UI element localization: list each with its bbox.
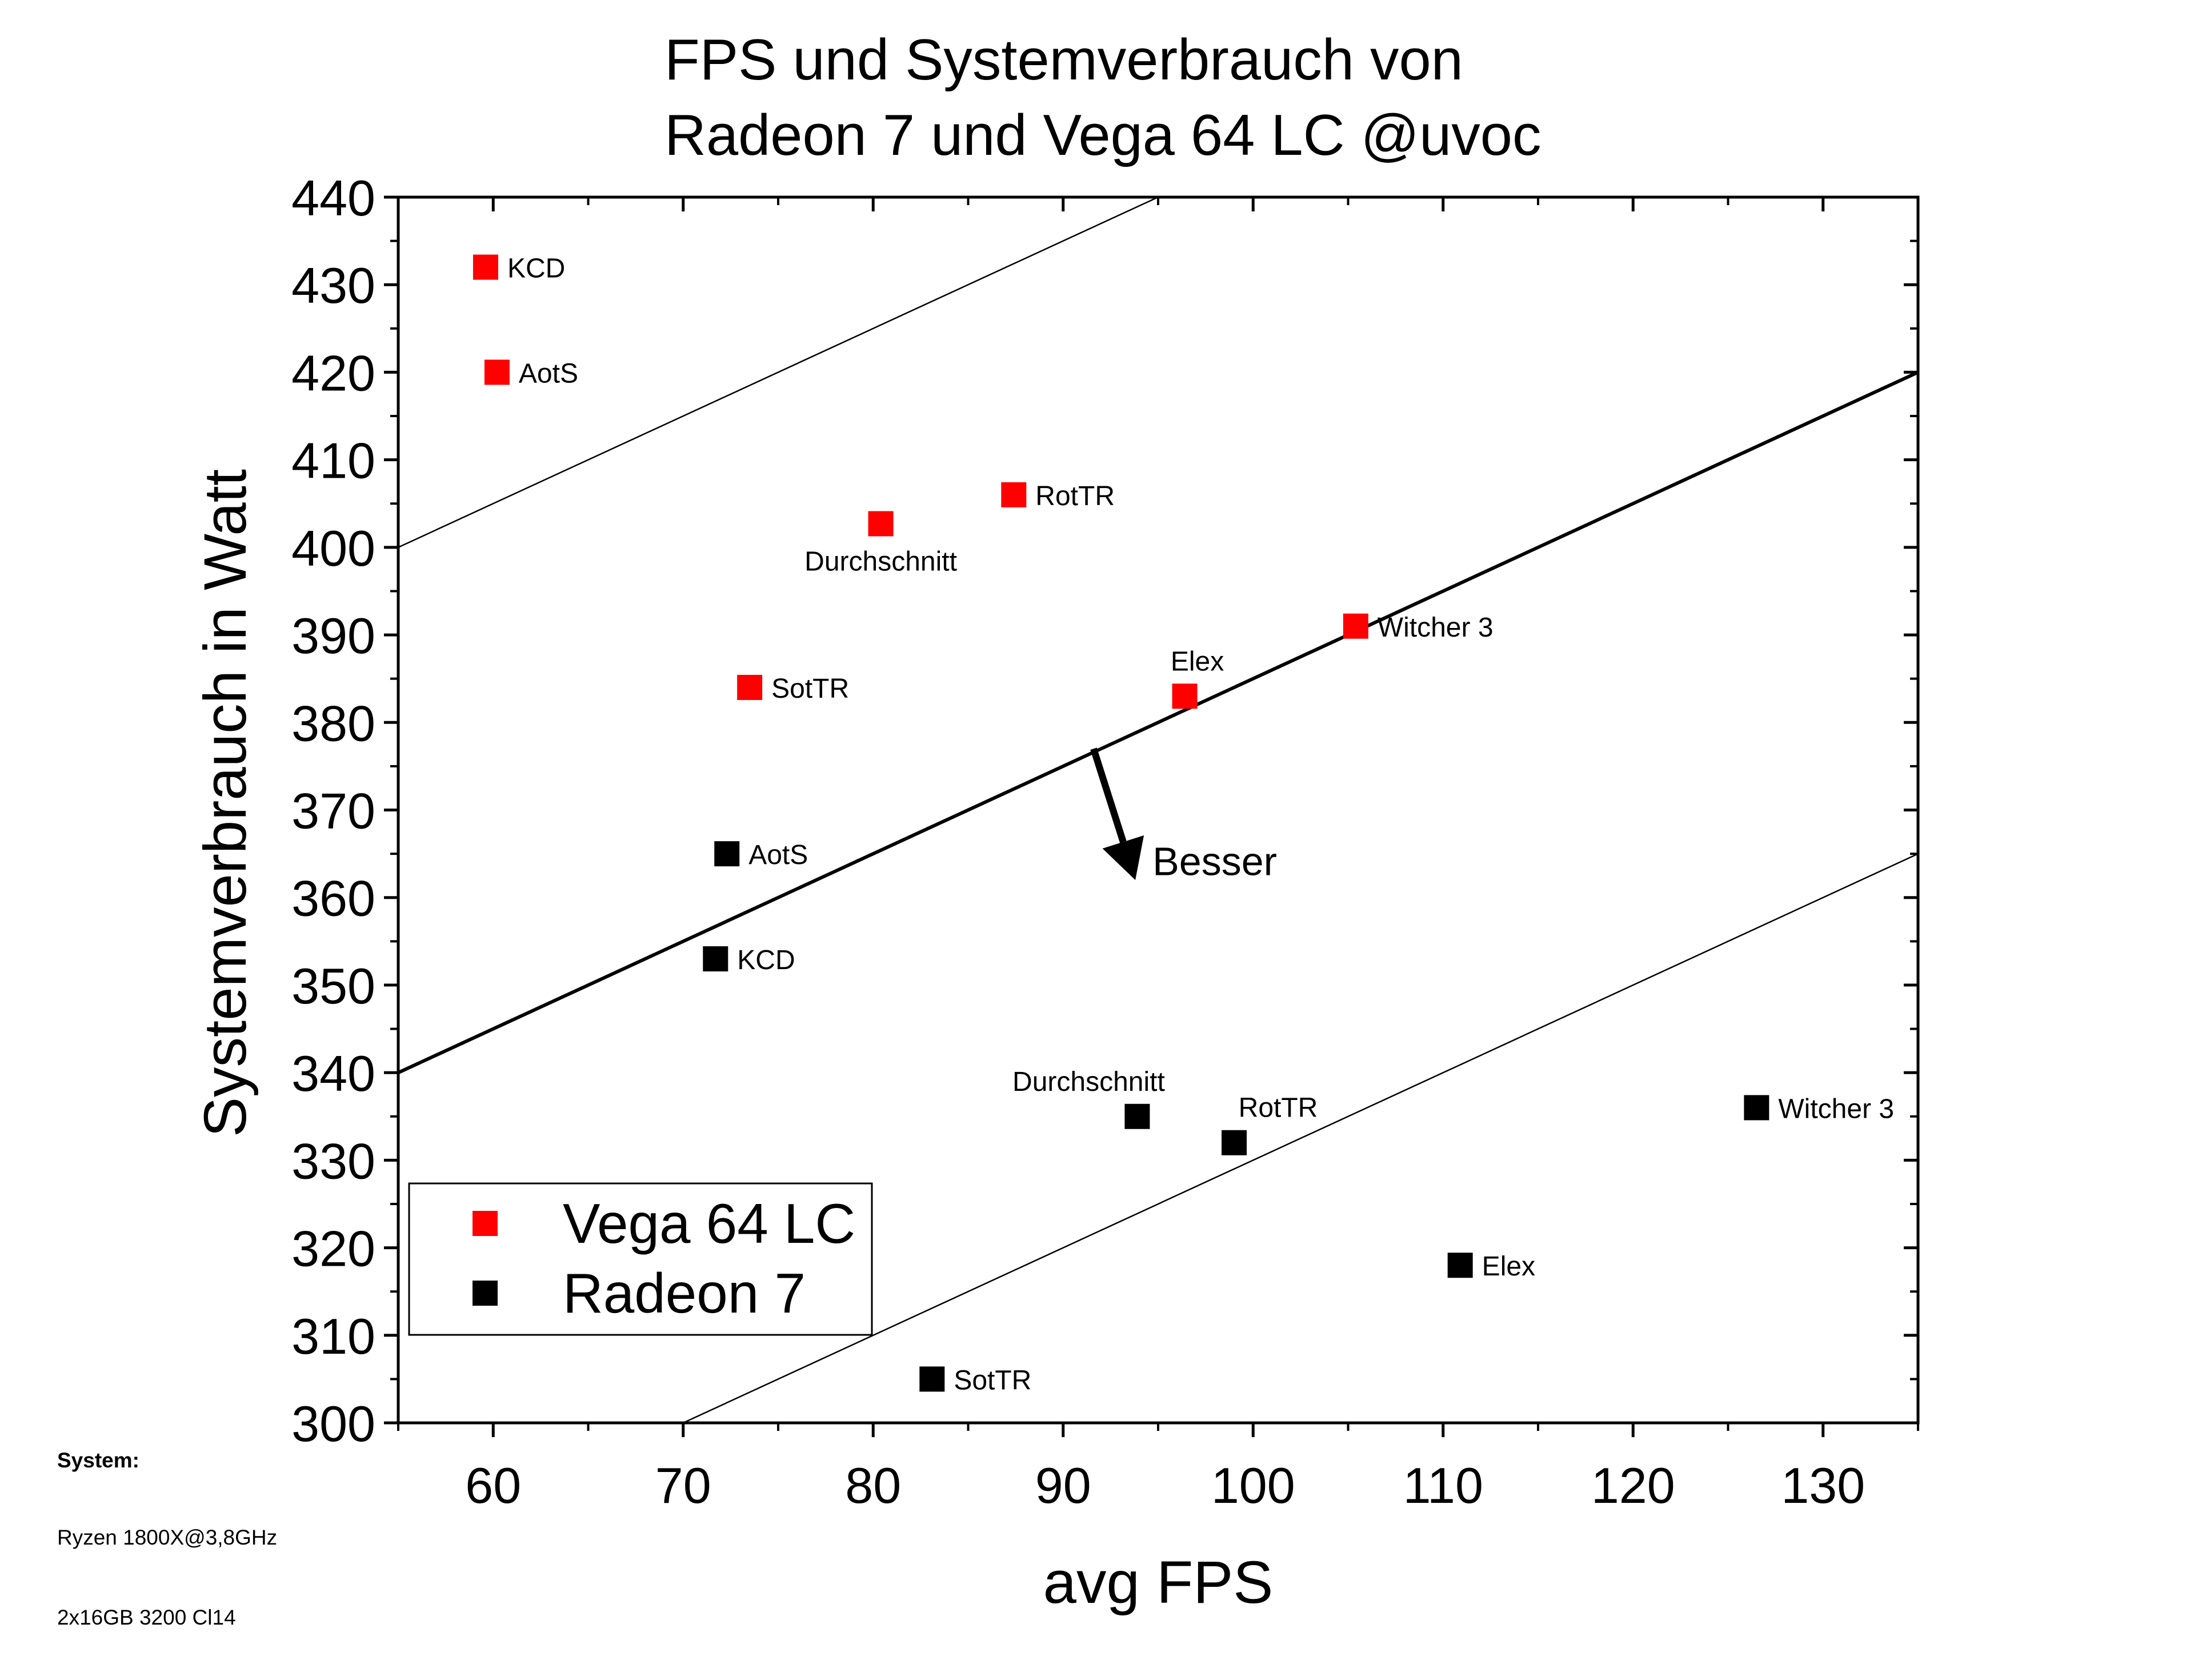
- data-label: Durchschnitt: [804, 546, 957, 577]
- better-arrow-shaft: [1090, 747, 1127, 843]
- data-label: RotTR: [1239, 1093, 1318, 1123]
- data-point: [1343, 613, 1368, 639]
- legend-label: Radeon 7: [563, 1262, 806, 1325]
- x-tick-label: 80: [845, 1457, 901, 1514]
- better-arrow-head: [1102, 835, 1144, 881]
- y-tick-label: 420: [291, 345, 375, 401]
- data-point: [1124, 1103, 1150, 1129]
- x-tick-label: 90: [1035, 1457, 1091, 1514]
- series-vega-64-lc: KCD AotS Durchschnitt RotTR SotTR Elex Witcher…: [473, 254, 1494, 709]
- data-label: Durchschnitt: [1012, 1067, 1165, 1097]
- data-label: Elex: [1482, 1251, 1535, 1282]
- data-point: [473, 254, 498, 280]
- series-radeon-7: AotS KCD Durchschnitt RotTR Witcher 3 Elex Sot…: [703, 840, 1894, 1395]
- reference-line-lower-guide: [683, 853, 1918, 1423]
- y-tick-label: 410: [291, 433, 375, 489]
- data-point: [703, 946, 728, 971]
- data-point: [868, 511, 894, 537]
- data-label: Witcher 3: [1778, 1094, 1894, 1124]
- data-label: Elex: [1171, 646, 1224, 677]
- chart-title-line-1: FPS und Systemverbrauch von: [664, 28, 1463, 92]
- better-annotation: Besser: [1152, 839, 1277, 884]
- x-tick-label: 60: [465, 1457, 521, 1514]
- data-label: RotTR: [1035, 481, 1115, 511]
- y-tick-label: 430: [291, 257, 375, 314]
- legend-box: [408, 1182, 873, 1336]
- y-tick-label: 320: [291, 1221, 375, 1277]
- y-tick-label: 340: [291, 1045, 375, 1102]
- data-label: KCD: [507, 254, 565, 284]
- data-point: [714, 841, 740, 867]
- y-tick-label: 400: [291, 520, 375, 577]
- y-tick-label: 390: [291, 607, 375, 664]
- x-tick-label: 70: [655, 1457, 711, 1514]
- legend-label: Vega 64 LC: [563, 1192, 855, 1255]
- y-tick-label: 300: [291, 1395, 375, 1452]
- y-tick-label: 440: [291, 170, 375, 226]
- y-tick-label: 370: [291, 783, 375, 839]
- data-label: KCD: [737, 945, 795, 975]
- data-label: AotS: [519, 358, 578, 389]
- data-point: [1744, 1095, 1769, 1121]
- data-label: Witcher 3: [1378, 613, 1494, 643]
- data-label: SotTR: [771, 674, 849, 704]
- y-tick-label: 360: [291, 870, 375, 927]
- data-point: [1001, 482, 1027, 507]
- data-point: [737, 675, 763, 700]
- y-tick-label: 310: [291, 1308, 375, 1365]
- data-point: [1222, 1130, 1247, 1155]
- data-point: [1172, 683, 1198, 709]
- data-point: [484, 359, 510, 385]
- chart-title-line-2: Radeon 7 und Vega 64 LC @uvoc: [664, 103, 1542, 167]
- data-label: SotTR: [954, 1365, 1031, 1395]
- y-tick-label: 380: [291, 695, 375, 751]
- system-cpu: Ryzen 1800X@3,8GHz: [57, 1526, 278, 1549]
- data-point: [1447, 1253, 1473, 1278]
- x-axis-title: avg FPS: [1043, 1549, 1274, 1616]
- system-ram: 2x16GB 3200 Cl14: [57, 1606, 236, 1629]
- system-label: System:: [57, 1449, 139, 1472]
- x-tick-label: 130: [1781, 1457, 1865, 1514]
- y-axis-title: Systemverbrauch in Watt: [192, 469, 259, 1137]
- legend-marker: [473, 1281, 498, 1306]
- x-tick-label: 100: [1211, 1457, 1295, 1514]
- x-tick-label: 120: [1591, 1457, 1675, 1514]
- x-tick-label: 110: [1403, 1457, 1483, 1514]
- y-tick-label: 330: [291, 1133, 375, 1189]
- reference-line-upper-guide: [398, 197, 1159, 548]
- reference-line-middle-guide: [398, 370, 1918, 1074]
- data-label: AotS: [748, 840, 808, 870]
- legend-marker: [473, 1211, 498, 1236]
- data-point: [919, 1366, 945, 1392]
- y-tick-label: 350: [291, 958, 375, 1014]
